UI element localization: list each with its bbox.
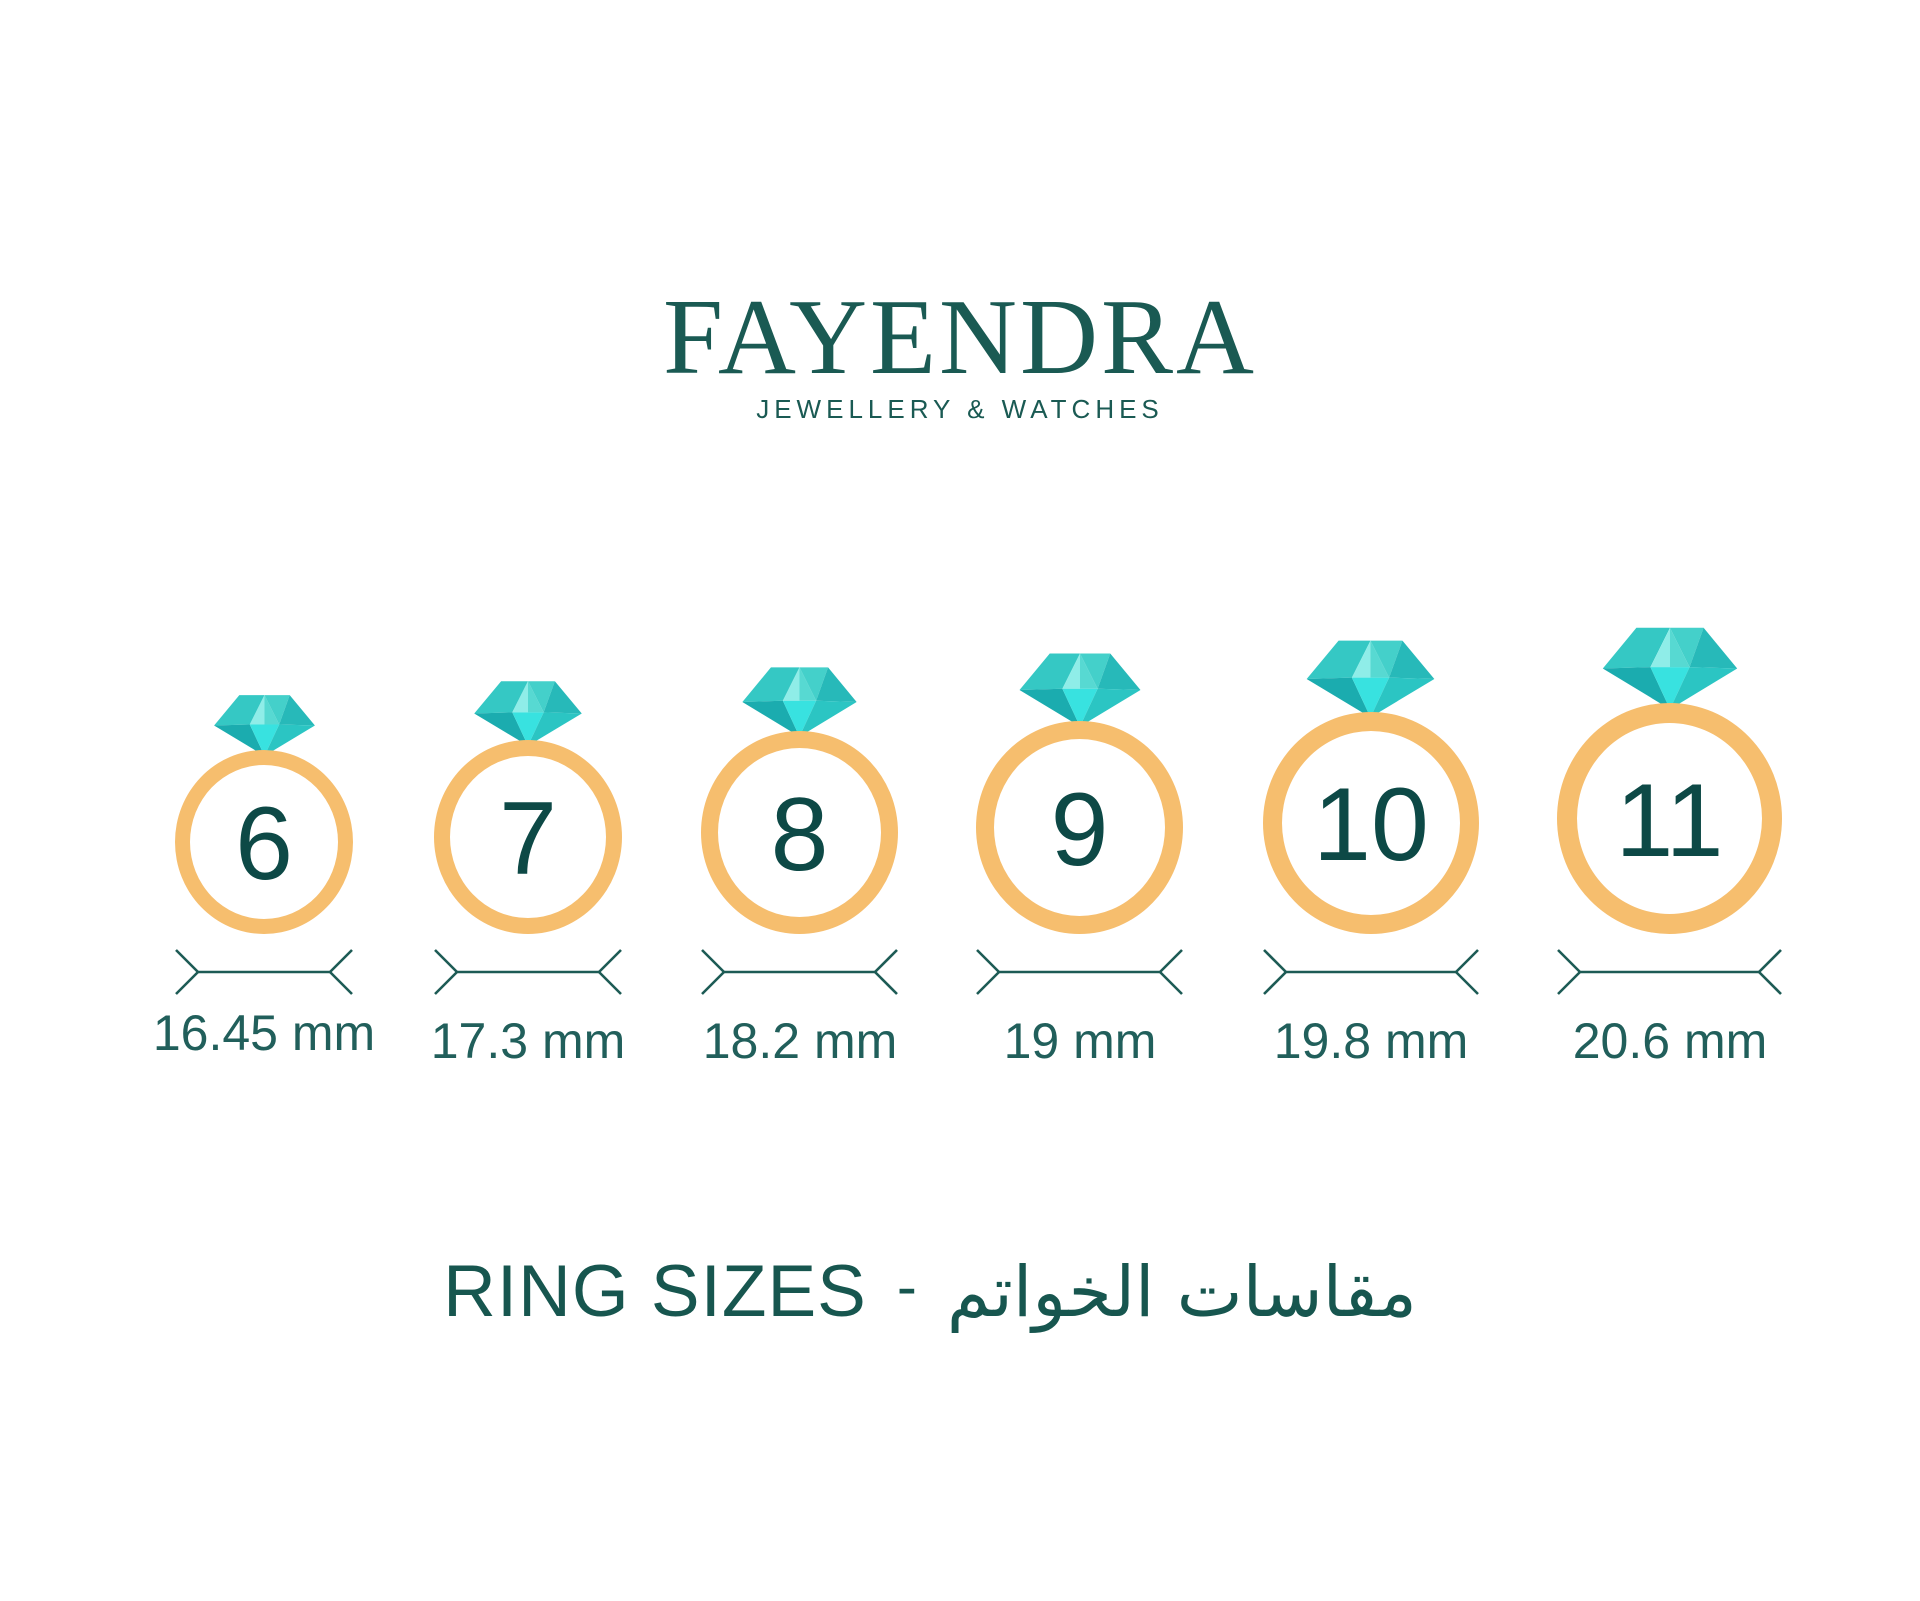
dimension-arrow (175, 949, 353, 995)
page-title-en: RING SIZES (443, 1251, 867, 1332)
ring-size-number: 6 (235, 786, 293, 902)
ring-size-number: 10 (1313, 767, 1429, 883)
size-label: 20.6 mm (1572, 1013, 1768, 1069)
dimension-arrow (1263, 949, 1479, 995)
dimension-arrow (1557, 949, 1782, 995)
diamond-icon (1602, 627, 1738, 710)
page-title-ar: مقاسات الخواتم (946, 1250, 1417, 1333)
dimension-arrow (701, 949, 898, 995)
size-label: 17.3 mm (430, 1013, 626, 1069)
ring-size-number: 8 (770, 776, 829, 893)
brand-name: FAYENDRA (662, 278, 1258, 397)
diamond-icon (742, 667, 857, 737)
ring-size-number: 9 (1050, 771, 1109, 888)
size-label: 18.2 mm (702, 1013, 898, 1069)
size-label: 16.45 mm (152, 1005, 376, 1061)
diamond-icon (1306, 640, 1435, 718)
diamond-icon (1019, 653, 1141, 727)
ring-band: 7 (434, 740, 622, 934)
page-title: RING SIZES - مقاسات الخواتم (0, 1250, 1890, 1333)
ring-band: 9 (976, 721, 1183, 934)
ring-band: 11 (1557, 703, 1782, 934)
diamond-icon (214, 695, 315, 756)
ring-size-number: 11 (1615, 762, 1724, 879)
size-label: 19.8 mm (1273, 1013, 1469, 1069)
ring-size-number: 7 (499, 781, 557, 897)
page-title-separator: - (896, 1253, 917, 1320)
ring-band: 6 (175, 750, 353, 934)
brand-tagline: JEWELLERY & WATCHES (756, 394, 1164, 424)
diamond-icon (474, 681, 582, 746)
ring-band: 8 (701, 731, 898, 934)
size-label: 19 mm (1003, 1013, 1157, 1069)
ring-band: 10 (1263, 712, 1479, 934)
brand-logo: FAYENDRA (0, 284, 1920, 392)
dimension-arrow (434, 949, 622, 995)
dimension-arrow (976, 949, 1183, 995)
